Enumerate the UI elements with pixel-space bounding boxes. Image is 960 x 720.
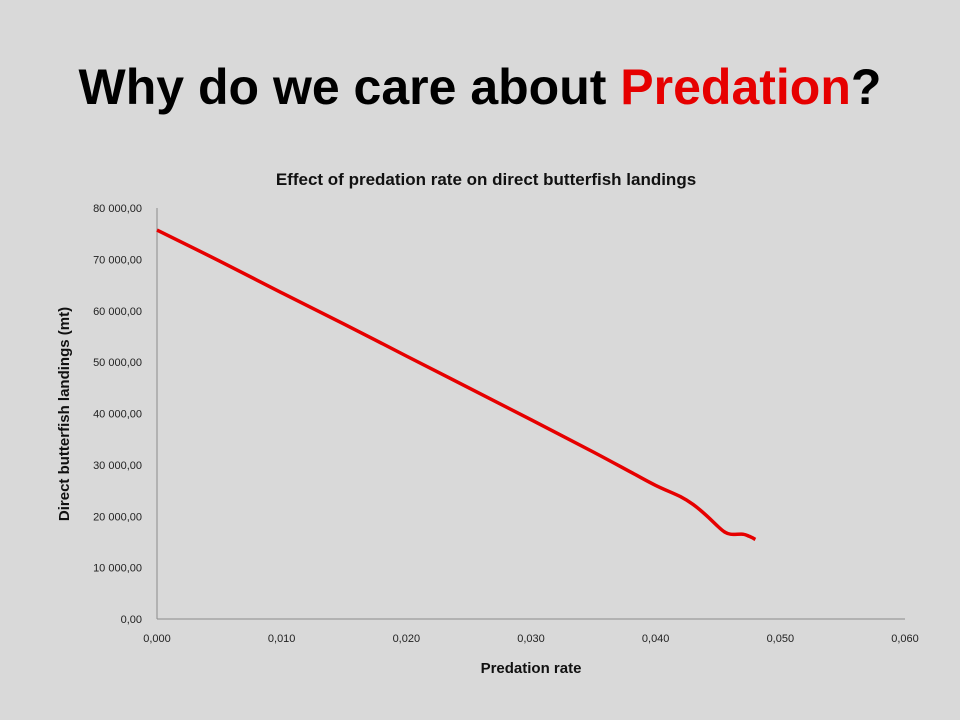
x-tick-label: 0,000: [143, 633, 171, 645]
y-tick-label: 20 000,00: [93, 511, 142, 523]
slide-title-end: ?: [850, 59, 882, 115]
slide-title-main: Why do we care about: [78, 59, 621, 115]
chart-title: Effect of predation rate on direct butte…: [276, 170, 696, 189]
x-tick-label: 0,060: [891, 633, 919, 645]
slide-title-accent: Predation: [620, 59, 851, 115]
y-tick-label: 0,00: [121, 614, 142, 626]
y-tick-label: 80 000,00: [93, 203, 142, 215]
y-tick-label: 70 000,00: [93, 254, 142, 266]
x-tick-label: 0,010: [268, 633, 296, 645]
x-tick-label: 0,050: [767, 633, 795, 645]
y-tick-label: 30 000,00: [93, 460, 142, 472]
series-group: [156, 228, 757, 541]
y-axis-title: Direct butterfish landings (mt): [56, 307, 73, 521]
x-tick-label: 0,020: [393, 633, 421, 645]
y-tick-labels: 0,00 10 000,00 20 000,00 30 000,00 40 000,00…: [93, 203, 142, 626]
series-line: [156, 228, 757, 541]
x-tick-label: 0,030: [517, 633, 545, 645]
y-tick-label: 10 000,00: [93, 563, 142, 575]
x-axis-title: Predation rate: [481, 660, 582, 677]
x-tick-labels: 0,000 0,010 0,020 0,030 0,040 0,050 0,060: [143, 633, 919, 645]
y-tick-label: 60 000,00: [93, 306, 142, 318]
y-tick-label: 40 000,00: [93, 409, 142, 421]
x-tick-label: 0,040: [642, 633, 670, 645]
slide-title: Why do we care about Predation?: [0, 58, 960, 116]
y-tick-label: 50 000,00: [93, 357, 142, 369]
